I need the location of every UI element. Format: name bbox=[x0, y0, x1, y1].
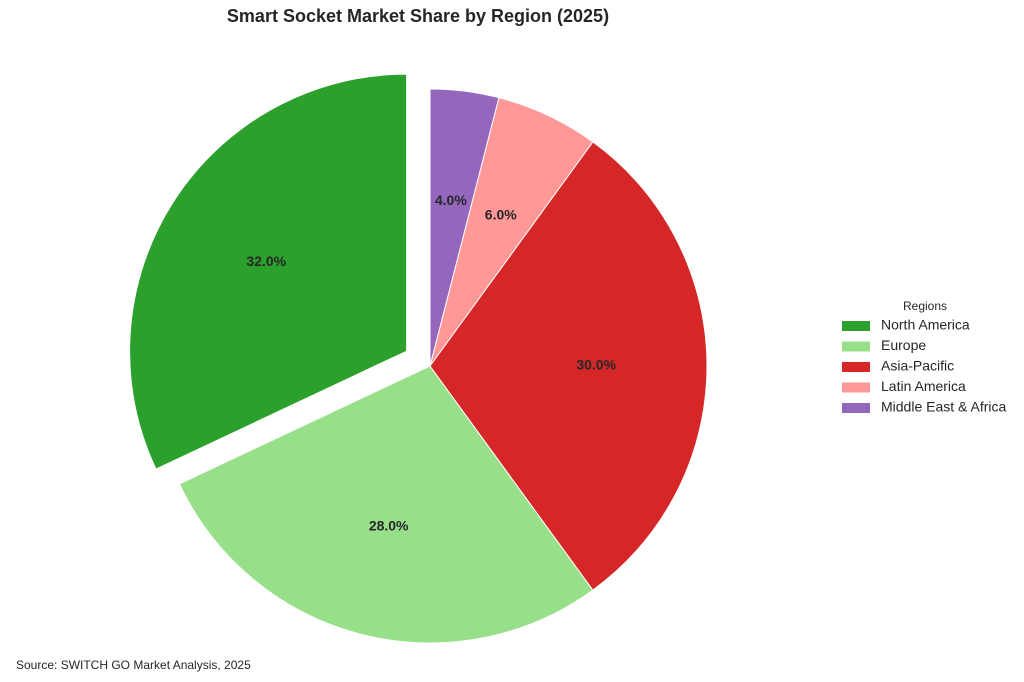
source-note: Source: SWITCH GO Market Analysis, 2025 bbox=[16, 658, 251, 672]
legend-swatch bbox=[842, 362, 870, 372]
legend-swatch bbox=[842, 321, 870, 331]
legend-label: Europe bbox=[881, 337, 926, 353]
pie-slice bbox=[429, 88, 500, 367]
legend: Regions North America Europe Asia-Pacific L… bbox=[842, 299, 1006, 415]
pie-slice bbox=[129, 73, 408, 470]
slice-label: 6.0% bbox=[485, 206, 517, 222]
pie: 32.0% 28.0% 30.0% 6.0% 4.0% bbox=[129, 73, 708, 644]
legend-title: Regions bbox=[903, 299, 947, 313]
legend-swatch bbox=[842, 403, 870, 413]
slice-label: 32.0% bbox=[246, 253, 286, 269]
legend-label: Middle East & Africa bbox=[881, 399, 1006, 415]
slice-label: 28.0% bbox=[369, 518, 409, 534]
legend-swatch bbox=[842, 382, 870, 393]
slice-label: 4.0% bbox=[435, 192, 467, 208]
pie-slice bbox=[429, 141, 708, 591]
legend-label: Asia-Pacific bbox=[881, 358, 954, 374]
pie-slice bbox=[178, 365, 594, 644]
slice-label: 30.0% bbox=[576, 357, 616, 373]
chart-title: Smart Socket Market Share by Region (202… bbox=[227, 6, 609, 26]
legend-label: North America bbox=[881, 317, 970, 333]
legend-swatch bbox=[842, 341, 870, 352]
legend-label: Latin America bbox=[881, 378, 966, 394]
